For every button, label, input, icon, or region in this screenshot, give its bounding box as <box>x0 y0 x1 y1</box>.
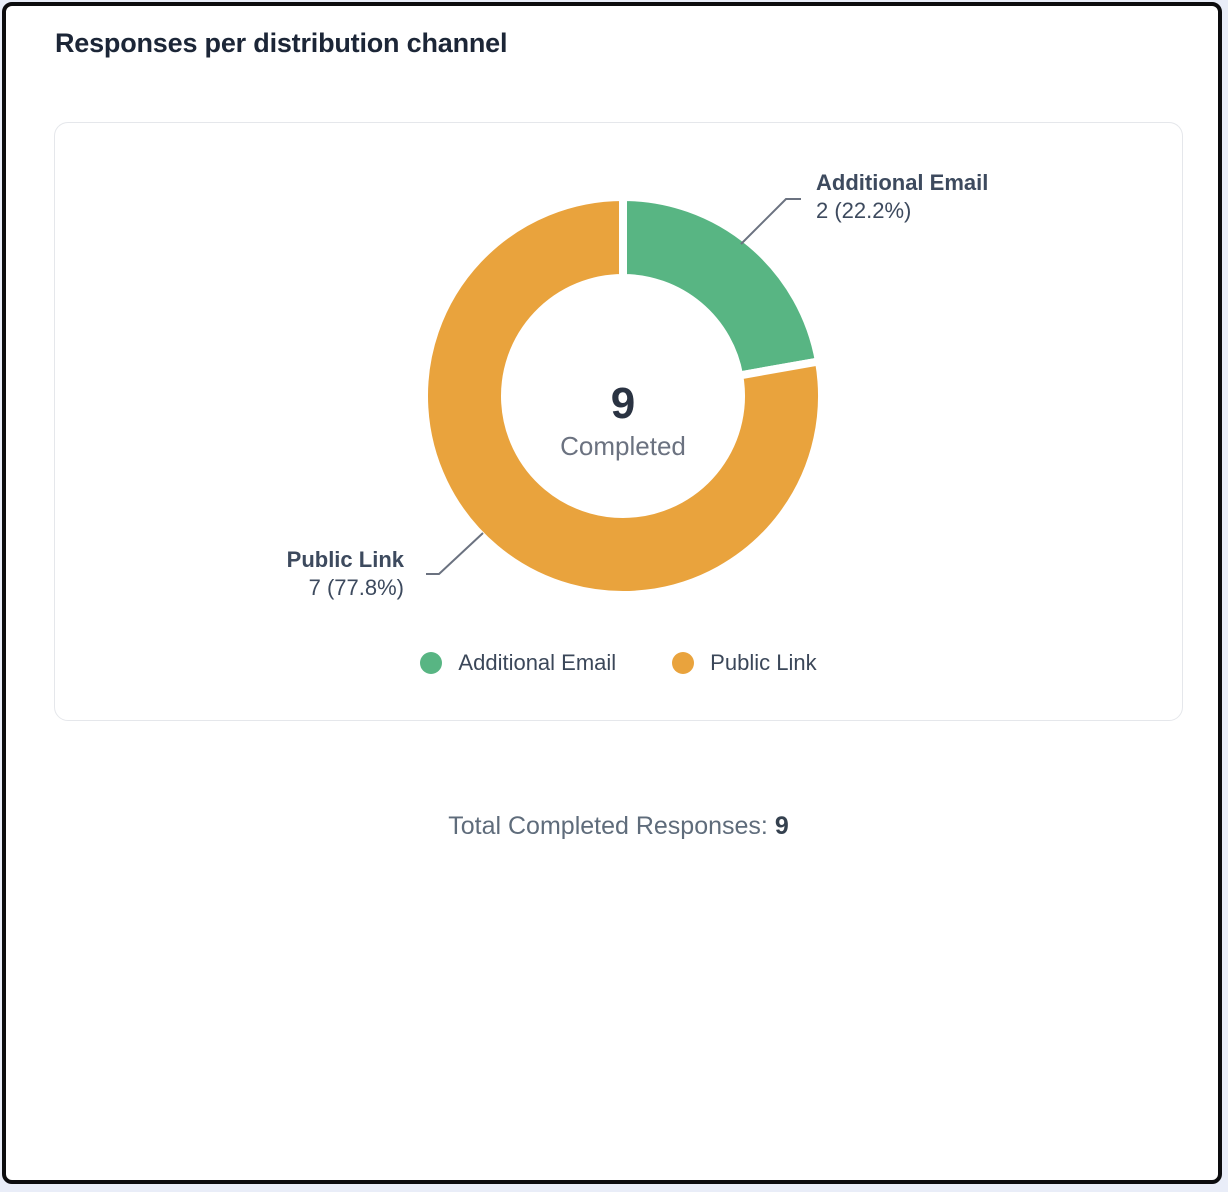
donut-chart <box>420 193 827 599</box>
annotation-public-link: Public Link 7 (77.8%) <box>287 546 404 602</box>
annotation-public-link-value: 7 (77.8%) <box>308 575 404 600</box>
total-responses-value: 9 <box>774 812 789 840</box>
annotation-additional-email-label: Additional Email <box>816 170 989 195</box>
completed-caption: Completed <box>560 431 686 461</box>
legend-label-public-link: Public Link <box>710 650 817 675</box>
leader-line-additional-email <box>740 198 801 245</box>
completed-count: 9 <box>610 379 636 428</box>
chart-legend: Additional Email Public Link <box>55 650 1182 676</box>
legend-swatch-additional-email <box>420 652 443 674</box>
annotation-additional-email-value: 2 (22.2%) <box>816 198 912 223</box>
annotation-additional-email: Additional Email 2 (22.2%) <box>816 169 988 225</box>
total-responses-text: Total Completed Responses: <box>448 812 768 840</box>
legend-label-additional-email: Additional Email <box>458 650 617 675</box>
page-title: Responses per distribution channel <box>55 28 508 58</box>
pie-slice-additional-email[interactable] <box>619 193 823 380</box>
donut-center-label: 9 Completed <box>473 379 773 461</box>
annotation-public-link-label: Public Link <box>286 547 404 572</box>
legend-swatch-public-link <box>672 652 695 674</box>
legend-item-public-link[interactable]: Public Link <box>672 650 817 676</box>
chart-card: Additional Email 2 (22.2%) Public Link 7… <box>54 122 1183 721</box>
total-responses-line: Total Completed Responses: 9 <box>54 812 1183 841</box>
donut-slices <box>420 193 827 599</box>
leader-line-public-link <box>426 532 484 575</box>
pie-slice-public-link[interactable] <box>420 193 827 599</box>
legend-item-additional-email[interactable]: Additional Email <box>420 650 616 676</box>
